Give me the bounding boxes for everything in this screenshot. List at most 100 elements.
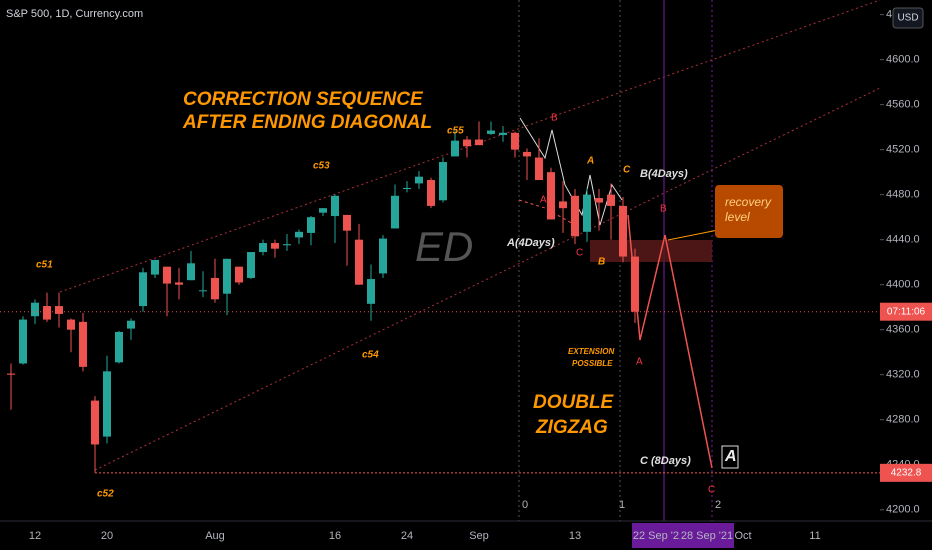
- countdown: 07:11:06: [887, 306, 926, 317]
- callout: [715, 185, 783, 238]
- candle-body: [127, 320, 135, 329]
- candle-body: [247, 252, 255, 278]
- annotation: 1: [619, 499, 625, 511]
- candle-body: [343, 214, 351, 231]
- y-tick-label: 4360.0: [886, 324, 920, 336]
- candle-body: [271, 243, 279, 249]
- annotation: AFTER ENDING DIAGONAL: [182, 112, 432, 133]
- level-label: 4232.8: [891, 467, 922, 478]
- annotation: c53: [313, 161, 330, 172]
- candle-body: [259, 243, 267, 253]
- candle-body: [451, 140, 459, 157]
- candle-body: [379, 238, 387, 274]
- annotation: c52: [97, 489, 114, 500]
- candle-body: [103, 371, 111, 437]
- y-tick-label: 4520.0: [886, 144, 920, 156]
- candle-body: [235, 266, 243, 283]
- x-tick-label: 12: [29, 530, 41, 542]
- candle-body: [367, 279, 375, 304]
- wave-line: [518, 199, 576, 226]
- price-axis: [880, 0, 932, 550]
- candle-body: [619, 205, 627, 257]
- annotation: 2: [715, 499, 721, 511]
- annotation: A: [636, 357, 643, 368]
- label-box: [721, 445, 739, 469]
- candle-body: [571, 195, 579, 237]
- annotation: C: [708, 485, 715, 496]
- x-tick-label: Sep: [469, 530, 489, 542]
- candle-body: [283, 244, 291, 246]
- annotation: POSSIBLE: [572, 359, 613, 368]
- date-marker: [680, 523, 734, 548]
- candle-body: [523, 151, 531, 157]
- x-tick-label: 28 Sep '21: [681, 530, 733, 542]
- candle-body: [151, 259, 159, 275]
- wedge-lower: [94, 87, 881, 471]
- annotation: A: [586, 156, 594, 167]
- candle-body: [211, 277, 219, 300]
- annotation: DOUBLE: [533, 392, 615, 413]
- chart-title: S&P 500, 1D, Currency.com: [6, 8, 143, 20]
- drawings: [59, 0, 881, 521]
- price-tag: [880, 302, 932, 321]
- candle-body: [295, 231, 303, 238]
- candle-body: [307, 217, 315, 233]
- y-tick-label: 4480.0: [886, 189, 920, 201]
- candle-body: [355, 239, 363, 285]
- x-tick-label: 13: [569, 530, 581, 542]
- annotation: A: [724, 448, 737, 465]
- candle-body: [55, 306, 63, 314]
- candle-body: [43, 306, 51, 320]
- annotation: B: [598, 257, 605, 268]
- annotations: CORRECTION SEQUENCE AFTER ENDING DIAGONA…: [36, 89, 772, 511]
- x-tick-label: 11: [809, 530, 820, 542]
- candle-body: [631, 256, 639, 312]
- candle-body: [607, 194, 615, 206]
- annotation: CORRECTION SEQUENCE: [183, 89, 424, 110]
- candle-body: [91, 400, 99, 445]
- annotation: C: [576, 248, 583, 259]
- x-tick-label: 20: [101, 530, 113, 542]
- annotation: C: [623, 165, 631, 176]
- annotation: c51: [36, 260, 53, 271]
- currency: USD: [897, 13, 918, 24]
- x-tick-label: Aug: [205, 530, 225, 542]
- annotation: EXTENSION: [568, 347, 614, 356]
- candle-body: [187, 263, 195, 281]
- recovery-zone: [590, 240, 712, 262]
- candle-body: [463, 139, 471, 147]
- annotation: level: [725, 210, 750, 224]
- candle-body: [7, 373, 15, 375]
- y-tick-label: 4440.0: [886, 234, 920, 246]
- candle-body: [31, 302, 39, 317]
- candle-body: [163, 266, 171, 284]
- x-tick-label: 24: [401, 530, 413, 542]
- candle-body: [427, 180, 435, 206]
- x-tick-label: Oct: [734, 530, 751, 542]
- annotation: B(4Days): [640, 168, 688, 180]
- level-tag: [880, 463, 932, 482]
- candle-body: [223, 258, 231, 294]
- y-tick-label: 4280.0: [886, 414, 920, 426]
- annotation: A(4Days): [506, 237, 555, 249]
- annotation: B: [660, 204, 667, 215]
- candle-body: [535, 157, 543, 181]
- annotation: C (8Days): [640, 455, 691, 467]
- candle-body: [391, 195, 399, 229]
- candle-body: [175, 282, 183, 285]
- candle-body: [559, 201, 567, 209]
- y-tick-label: 4200.0: [886, 504, 920, 516]
- annotation: recovery: [725, 195, 772, 209]
- annotation: B: [551, 113, 558, 124]
- y-tick-label: 4400.0: [886, 279, 920, 291]
- x-tick-label: 22 Sep '21: [633, 530, 685, 542]
- candle-body: [547, 172, 555, 220]
- candles: [7, 121, 639, 473]
- currency-button: [892, 7, 924, 29]
- y-tick-label: 4320.0: [886, 369, 920, 381]
- candle-body: [67, 319, 75, 330]
- annotation: c55: [447, 126, 464, 137]
- candle-body: [331, 195, 339, 217]
- date-marker: [632, 523, 686, 548]
